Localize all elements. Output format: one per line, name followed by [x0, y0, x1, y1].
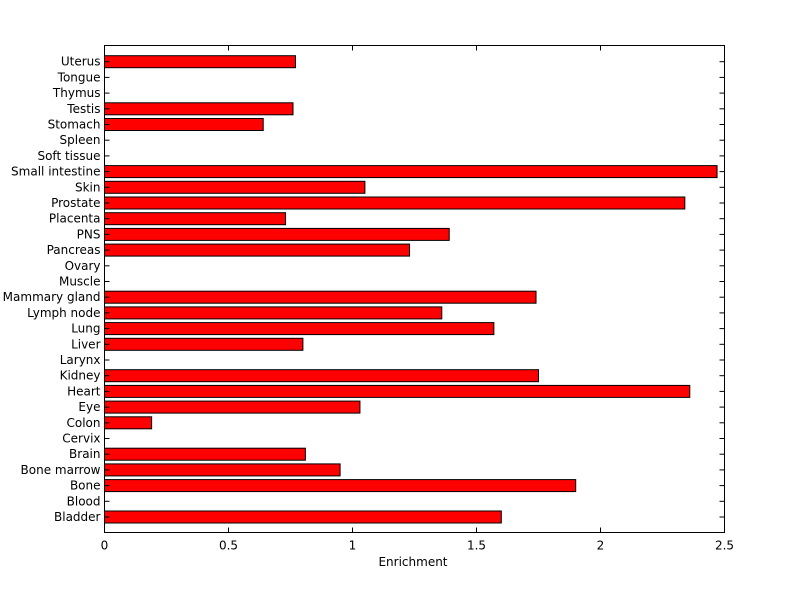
bar: [104, 55, 296, 69]
y-tick-label: Brain: [69, 447, 100, 461]
bar: [104, 212, 287, 226]
y-tick-label: Thymus: [52, 86, 101, 100]
y-tick-label: Placenta: [49, 212, 101, 226]
bar: [104, 416, 153, 430]
y-tick-label: Bone: [70, 479, 101, 493]
y-tick-label: Colon: [66, 416, 100, 430]
bar: [104, 322, 495, 336]
y-tick-label: Pancreas: [47, 243, 101, 257]
y-tick-label: Eye: [78, 400, 100, 414]
bar: [104, 290, 537, 304]
bar: [104, 369, 539, 383]
y-tick-label: Heart: [67, 384, 101, 398]
bar: [104, 227, 450, 241]
y-tick-label: PNS: [77, 227, 101, 241]
bar: [104, 384, 691, 398]
bar: [104, 463, 341, 477]
y-tick-label: Skin: [75, 180, 101, 194]
x-tick-label: 0.5: [219, 539, 238, 553]
bar: [104, 180, 366, 194]
bar: [104, 447, 306, 461]
x-tick-label: 1.5: [467, 539, 486, 553]
y-tick-label: Lymph node: [27, 306, 100, 320]
x-tick-label: 2.5: [715, 539, 734, 553]
y-tick-label: Liver: [71, 337, 101, 351]
y-tick-label: Stomach: [48, 118, 101, 132]
x-tick-label: 1: [349, 539, 357, 553]
x-tick-label: 2: [597, 539, 605, 553]
bars-group: [104, 55, 718, 524]
y-tick-label: Soft tissue: [37, 149, 100, 163]
bar: [104, 510, 502, 524]
y-tick-label: Bladder: [54, 510, 101, 524]
y-tick-label: Lung: [71, 322, 100, 336]
bar: [104, 479, 577, 493]
y-tick-label: Testis: [66, 102, 100, 116]
plot-frame: [104, 45, 725, 533]
bar: [104, 243, 411, 257]
y-tick-label: Uterus: [61, 55, 101, 69]
y-tick-label: Blood: [67, 494, 101, 508]
y-tick-label: Mammary gland: [3, 290, 101, 304]
y-tick-label: Prostate: [51, 196, 100, 210]
bar: [104, 102, 294, 116]
bar: [104, 196, 686, 210]
bar: [104, 165, 718, 179]
y-tick-label: Kidney: [60, 369, 101, 383]
x-tick-label: 0: [101, 539, 109, 553]
y-tick-label: Cervix: [62, 432, 100, 446]
y-tick-label: Larynx: [60, 353, 101, 367]
bar: [104, 306, 443, 320]
bar: [104, 118, 264, 131]
bar: [104, 337, 304, 351]
bar: [104, 400, 361, 414]
y-tick-label: Spleen: [60, 133, 101, 147]
y-tick-label: Bone marrow: [21, 463, 101, 477]
y-tick-label: Small intestine: [11, 165, 100, 179]
y-tick-label: Ovary: [65, 259, 101, 273]
y-tick-label: Tongue: [57, 70, 101, 84]
y-tick-label: Muscle: [59, 275, 101, 289]
x-axis-label: Enrichment: [378, 555, 447, 569]
